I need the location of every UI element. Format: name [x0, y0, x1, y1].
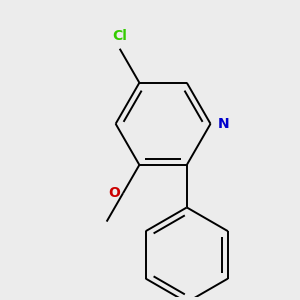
Text: O: O	[108, 186, 120, 200]
Text: N: N	[218, 117, 229, 131]
Text: Cl: Cl	[112, 29, 127, 43]
